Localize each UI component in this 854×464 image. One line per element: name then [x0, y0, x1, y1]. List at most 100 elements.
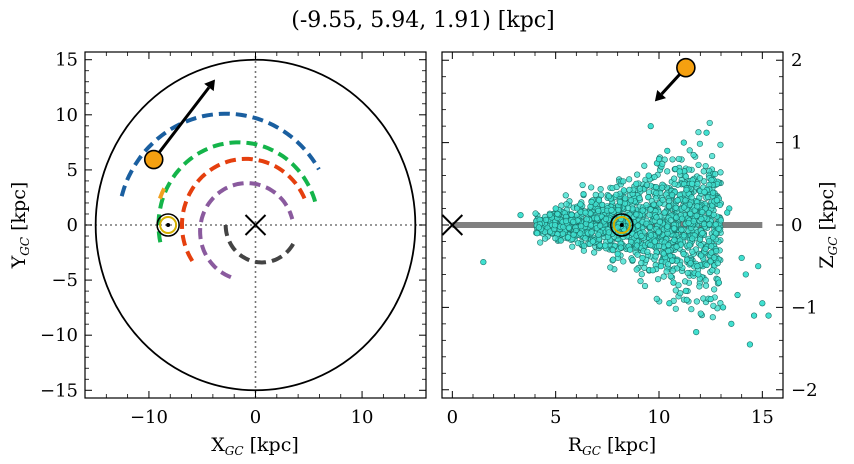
star-point-outlier [577, 201, 584, 208]
star-point [650, 201, 657, 208]
star-point [684, 269, 691, 277]
star-point [703, 261, 710, 269]
star-point-outlier [633, 180, 640, 187]
star-point [622, 195, 629, 202]
star-point [587, 222, 595, 229]
star-point [582, 209, 589, 216]
star-point [711, 254, 718, 261]
left-sun-marker [156, 213, 180, 237]
star-point-outlier [533, 230, 541, 237]
star-point [682, 173, 689, 180]
star-point-outlier [639, 254, 646, 262]
star-point-outlier [552, 205, 559, 212]
star-point [651, 173, 658, 181]
star-point [694, 263, 701, 270]
star-point [685, 219, 692, 227]
star-point [713, 247, 720, 255]
star-point-outlier [680, 139, 687, 146]
left-y-tick-label: 5 [67, 160, 78, 181]
star-point [610, 256, 617, 263]
star-point [634, 222, 642, 229]
star-point-outlier [602, 242, 609, 249]
right-x-axis-label: RGC [kpc] [568, 434, 656, 458]
star-point [597, 185, 604, 193]
star-point-outlier [620, 187, 627, 194]
star-point-outlier [647, 123, 654, 130]
star-point [542, 216, 550, 223]
star-point [638, 232, 645, 240]
left-axes: −10 0 10 −15 −10 −5 0 5 10 15 [40, 50, 427, 428]
left-velocity-arrow-shaft [152, 86, 211, 161]
star-point [570, 231, 577, 238]
star-point [717, 169, 724, 176]
right-axes: 0 5 10 15 −2 −1 0 1 2 [442, 50, 818, 428]
star-point [688, 306, 695, 313]
star-point-outlier [664, 147, 671, 154]
star-point [687, 260, 694, 267]
star-point [643, 181, 651, 189]
star-point [552, 235, 559, 242]
left-y-tick-label: −5 [51, 270, 78, 291]
star-point [577, 230, 584, 237]
star-point [636, 195, 643, 202]
star-point [592, 191, 599, 198]
star-point [710, 302, 717, 309]
right-x-tick-label: 5 [550, 407, 561, 428]
star-point-outlier [719, 304, 727, 311]
star-point [616, 199, 624, 206]
star-point [535, 224, 542, 231]
star-point-outlier [651, 238, 658, 245]
star-point [605, 193, 613, 200]
star-point [575, 240, 582, 247]
star-point [693, 212, 700, 219]
star-point [563, 201, 570, 208]
left-x-axis-label: XGC [kpc] [211, 434, 299, 458]
star-point-outlier [688, 180, 696, 187]
star-point-outlier [595, 197, 603, 204]
star-point [665, 241, 672, 249]
star-point [636, 185, 644, 192]
star-point [698, 215, 705, 223]
star-point-outlier [715, 279, 723, 286]
left-y-tick-label: 0 [67, 215, 78, 236]
star-point [609, 247, 616, 254]
star-point [626, 186, 633, 193]
star-point [660, 273, 667, 280]
star-point [669, 156, 676, 163]
star-point [661, 209, 668, 216]
spiral-arm-4 [180, 156, 308, 263]
star-point [702, 282, 710, 289]
star-point [665, 203, 673, 210]
star-point [706, 119, 713, 127]
star-point [681, 278, 689, 285]
star-point [654, 276, 662, 283]
right-y-tick-label: 0 [791, 215, 802, 236]
star-point-outlier [738, 254, 745, 262]
star-point [643, 202, 650, 209]
star-point [625, 204, 632, 211]
star-point [707, 258, 714, 265]
star-point [677, 290, 684, 297]
star-point [672, 204, 679, 211]
star-point [655, 228, 662, 235]
spiral-arm-1 [119, 111, 321, 197]
star-point [690, 151, 697, 159]
star-point-outlier [699, 230, 706, 237]
star-point [693, 298, 700, 305]
star-point [554, 210, 561, 218]
star-point [634, 171, 641, 178]
star-point-outlier [701, 188, 708, 196]
star-point [655, 242, 663, 250]
star-point [595, 231, 602, 238]
star-point [656, 218, 663, 226]
star-point [633, 211, 640, 218]
star-point-outlier [626, 246, 634, 253]
star-point-outlier [614, 250, 621, 257]
star-point [565, 224, 572, 231]
star-point [588, 198, 595, 206]
star-point [717, 217, 724, 224]
star-point [705, 209, 712, 216]
star-point [688, 194, 695, 201]
star-point [706, 221, 713, 228]
